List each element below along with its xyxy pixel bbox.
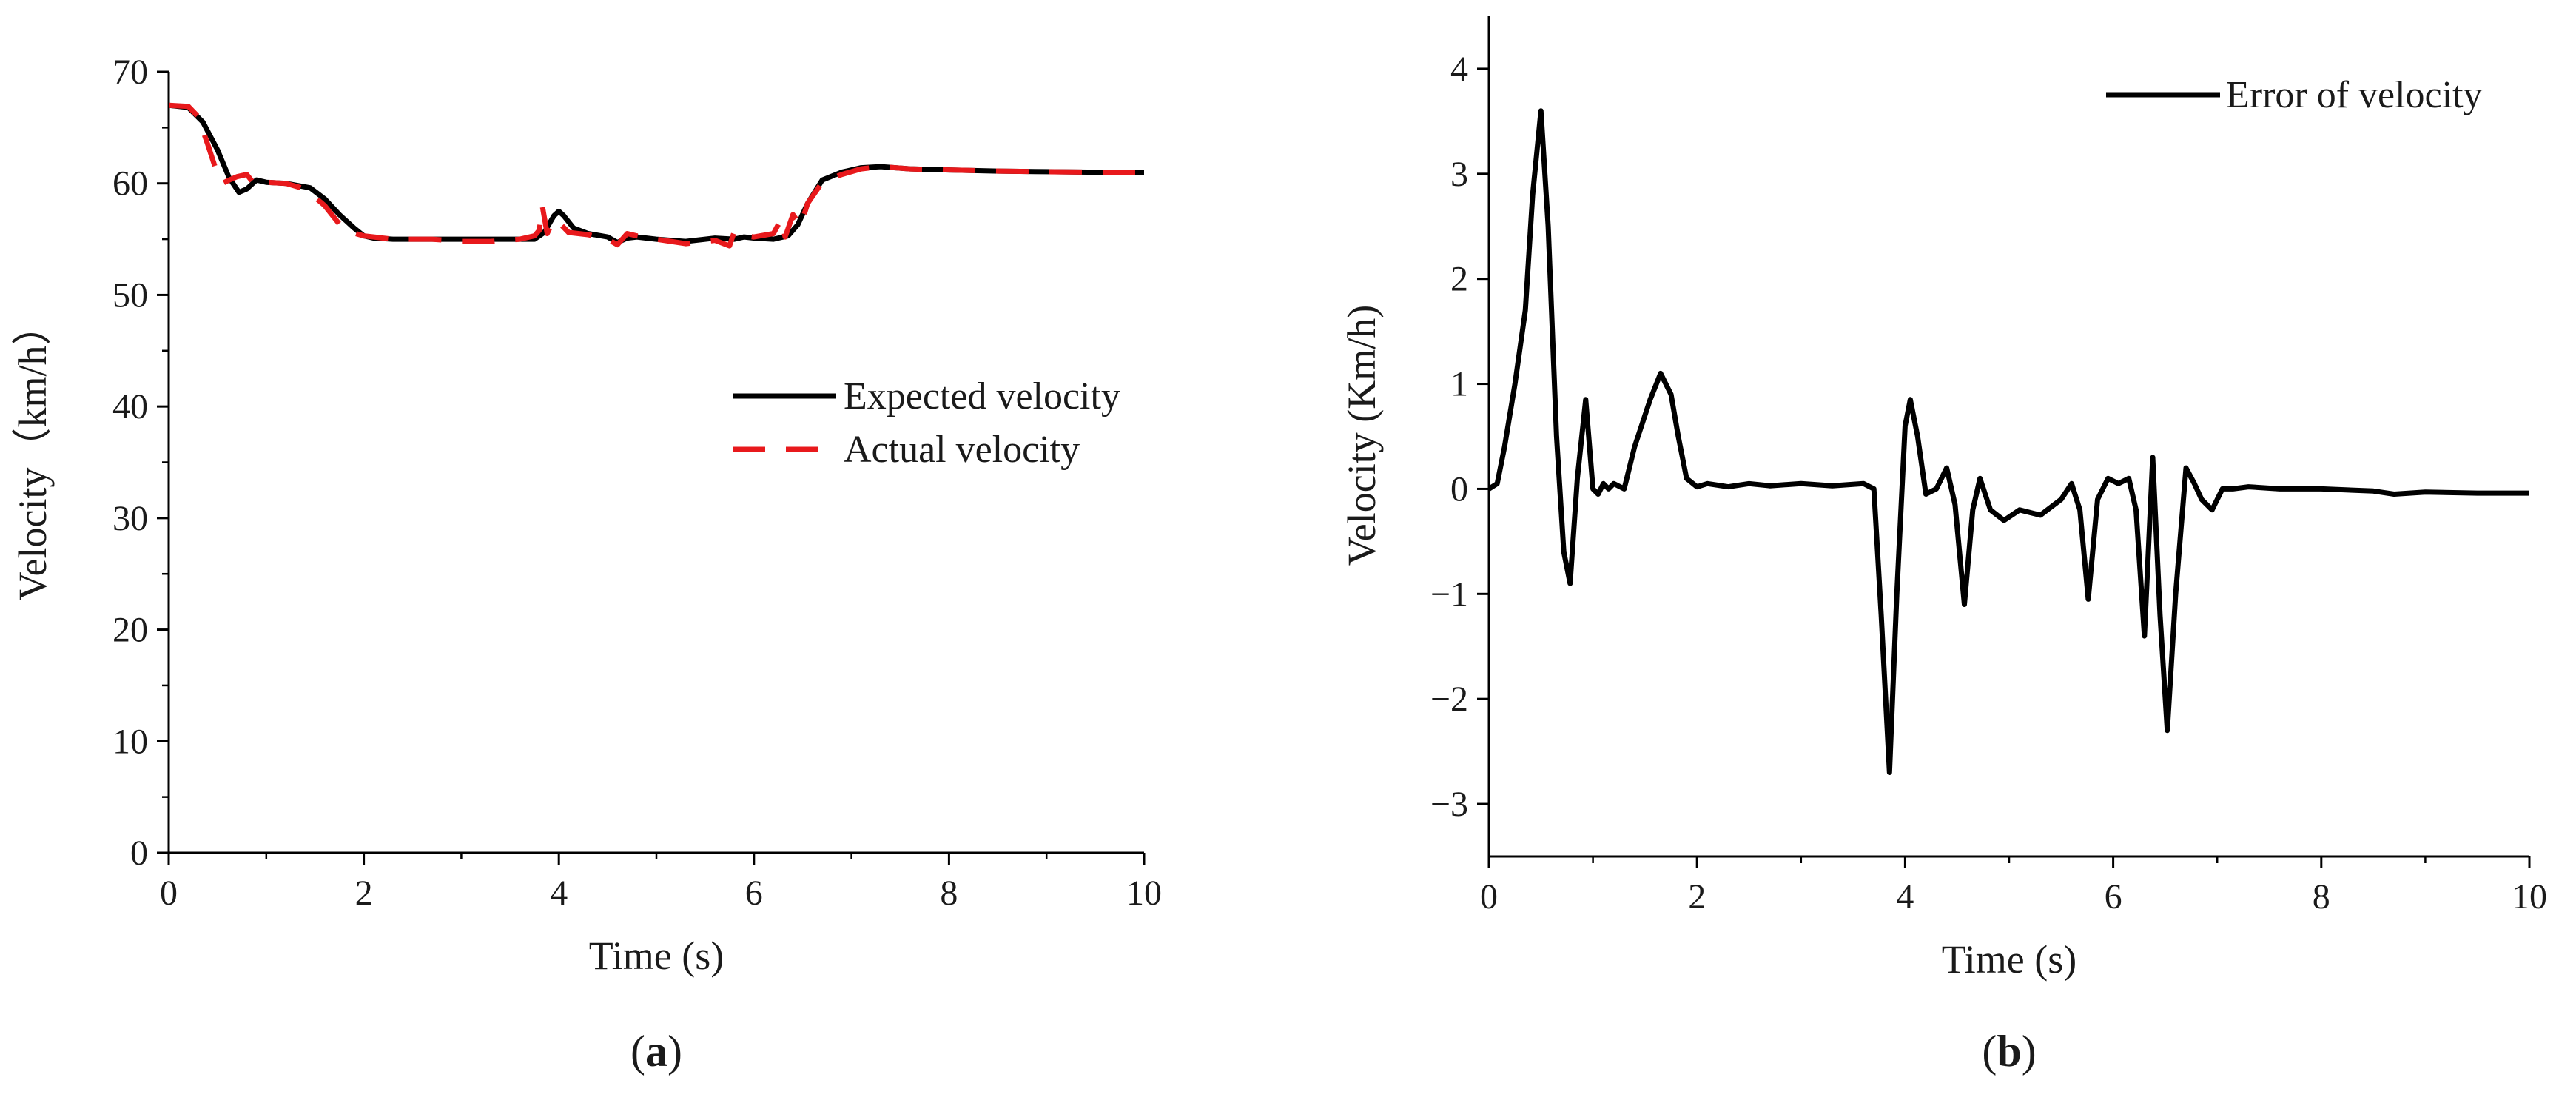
legend-label-error: Error of velocity: [2226, 74, 2483, 116]
y-tick-label: 2: [1450, 260, 1468, 299]
panel-a: 0 2 4 6 8 10 0 10 20 30 40 50 60 70 Time (s) Velocity（k…: [10, 53, 1162, 1076]
y-tick-label: −1: [1430, 574, 1468, 614]
x-tick-label: 2: [355, 874, 373, 913]
x-tick-label: 8: [940, 874, 958, 913]
y-tick-label: 4: [1450, 50, 1468, 89]
x-tick-label: 6: [745, 874, 763, 913]
series-line-actual-velocity: [169, 102, 1144, 249]
y-tick-label: 0: [130, 834, 148, 873]
x-tick-label: 4: [550, 874, 568, 913]
x-tick-label: 0: [1480, 877, 1498, 916]
panel-label: (b): [1982, 1027, 2036, 1076]
x-tick-label: 4: [1896, 877, 1914, 916]
x-tick-label: 10: [2512, 877, 2547, 916]
series-line-expected-velocity: [169, 102, 1144, 246]
panel-b: 0 2 4 6 8 10 −3 −2 −1 0 1 2 3 4 Time (s) Velocity (Km/h…: [1339, 16, 2547, 1076]
legend-label-expected: Expected velocity: [844, 375, 1120, 418]
x-tick-label: 2: [1688, 877, 1706, 916]
y-tick-label: 0: [1450, 469, 1468, 509]
legend-label-actual: Actual velocity: [844, 429, 1080, 471]
x-axis-title: Time (s): [589, 933, 724, 978]
x-tick-label: 6: [2105, 877, 2122, 916]
y-tick-label: 30: [112, 499, 148, 538]
y-axis-title: Velocity (Km/h): [1339, 305, 1384, 566]
y-tick-label: 1: [1450, 365, 1468, 404]
y-tick-label: 50: [112, 275, 148, 315]
x-tick-label: 0: [160, 874, 178, 913]
y-tick-label: 3: [1450, 155, 1468, 194]
y-tick-label: 40: [112, 387, 148, 426]
x-axis-title: Time (s): [1942, 937, 2077, 982]
y-tick-label: −2: [1430, 680, 1468, 719]
panel-label: (a): [630, 1027, 682, 1076]
x-tick-label: 10: [1126, 874, 1162, 913]
y-axis-title: Velocity（km/h）: [10, 306, 55, 601]
y-tick-label: 60: [112, 164, 148, 204]
y-tick-label: 10: [112, 722, 148, 761]
y-tick-label: −3: [1430, 785, 1468, 824]
y-tick-label: 70: [112, 53, 148, 92]
series-line-error-of-velocity: [1489, 108, 2529, 775]
y-tick-label: 20: [112, 611, 148, 650]
x-tick-label: 8: [2313, 877, 2330, 916]
